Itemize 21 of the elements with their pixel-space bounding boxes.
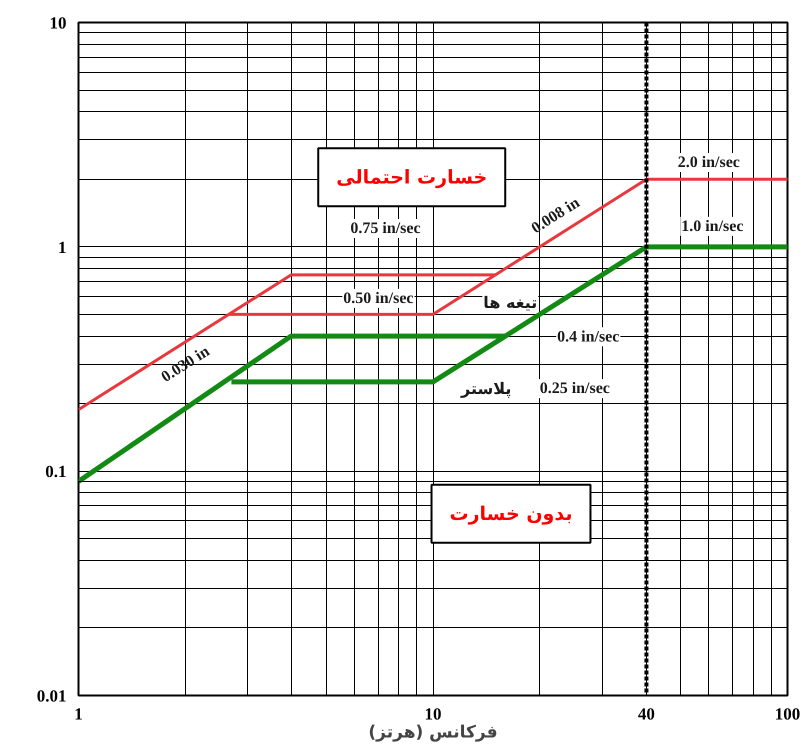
x-axis-title: فرکانس (هرتز) [368, 722, 498, 742]
annotation: 1.0 in/sec [681, 218, 744, 235]
annotation: 0.008 in [528, 194, 583, 238]
annotation: 0.030 in [158, 342, 213, 386]
annotation: 2.0 in/sec [678, 154, 740, 171]
annotation: 0.4 in/sec [557, 328, 620, 346]
y-tick-label: 1 [58, 238, 66, 257]
annotation: 0.25 in/sec [540, 380, 610, 398]
y-tick-label: 0.01 [36, 686, 66, 706]
annotation: بدون خسارت [450, 502, 572, 525]
annotation: 0.50 in/sec [343, 290, 414, 307]
annotation: تیغه ها [483, 292, 538, 312]
annotation: خسارت احتمالی [336, 166, 488, 188]
y-tick-label: 10 [50, 14, 66, 32]
y-tick-label: 0.1 [45, 462, 66, 482]
x-tick-label: 10 [424, 704, 442, 724]
x-tick-label: 100 [774, 704, 800, 724]
annotation: 0.75 in/sec [350, 220, 421, 237]
x-tick-label: 40 [638, 704, 655, 724]
annotation: پلاستر [460, 379, 512, 398]
x-tick-label: 1 [74, 704, 83, 724]
